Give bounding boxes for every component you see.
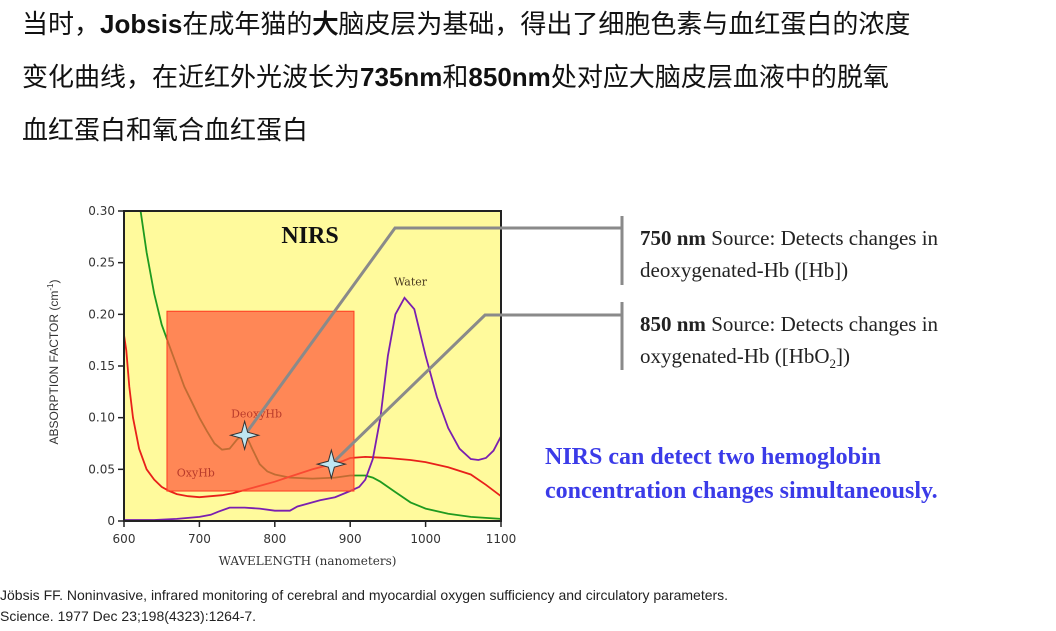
note-850-wavelength: 850 nm <box>640 312 706 336</box>
summary-line-2: concentration changes simultaneously. <box>545 478 938 504</box>
heading-line-2: 变化曲线，在近红外光波长为735nm和850nm处对应大脑皮层血液中的脱氧 <box>22 55 1056 108</box>
y-tick-label: 0.05 <box>88 462 115 476</box>
citation-line-1: Jöbsis FF. Noninvasive, infrared monitor… <box>0 587 729 603</box>
x-tick-label: 600 <box>113 532 136 546</box>
chart-title: NIRS <box>281 223 338 249</box>
heading-segment: 大 <box>312 9 339 39</box>
note-850-line2: oxygenated-Hb ([HbO <box>640 344 830 368</box>
y-tick-label: 0 <box>107 514 115 528</box>
connector-850nm <box>330 313 622 466</box>
series-line-water <box>124 296 501 521</box>
heading-segment: 在成年猫的 <box>182 9 313 39</box>
series-label-oxyhb: OxyHb <box>177 467 215 480</box>
star-marker-icon <box>315 448 348 481</box>
note-850-sub: 2 <box>829 356 837 372</box>
citation-line-2: Science. 1977 Dec 23;198(4323):1264-7. <box>0 608 257 624</box>
note-850nm: 850 nm Source: Detects changes in oxygen… <box>640 308 938 380</box>
heading-segment: 735nm <box>360 62 443 92</box>
heading-segment: 850nm <box>468 62 551 92</box>
note-750nm: 750 nm Source: Detects changes in deoxyg… <box>640 222 938 286</box>
star-marker-icon <box>228 419 261 452</box>
note-750-wavelength: 750 nm <box>640 226 706 250</box>
nirs-summary: NIRS can detect two hemoglobin concentra… <box>545 440 938 508</box>
note-750-line2: deoxygenated-Hb ([Hb]) <box>640 258 849 282</box>
heading-segment: 变化曲线，在近红外光波长为 <box>22 62 361 92</box>
y-tick-label: 0.25 <box>88 256 115 270</box>
heading-line-1: 当时，Jobsis在成年猫的大脑皮层为基础，得出了细胞色素与血红蛋白的浓度 <box>22 2 1056 55</box>
heading-segment: 处对应大脑皮层血液中的脱氧 <box>550 62 889 92</box>
y-tick-label: 0.20 <box>88 307 115 321</box>
highlight-region <box>166 310 355 492</box>
note-850-line2-end: ]) <box>836 344 851 368</box>
connector-750nm <box>243 226 622 437</box>
x-tick-label: 700 <box>188 532 211 546</box>
y-tick-label: 0.30 <box>88 204 115 218</box>
note-850-text: Source: Detects changes in <box>705 312 939 336</box>
heading-segment: 当时， <box>22 9 101 39</box>
series-label-water: Water <box>394 275 428 288</box>
note-750-text: Source: Detects changes in <box>705 226 939 250</box>
y-tick-label: 0.10 <box>88 411 115 425</box>
x-tick-label: 800 <box>263 532 286 546</box>
citation: Jöbsis FF. Noninvasive, infrared monitor… <box>0 585 728 627</box>
x-tick-label: 1100 <box>486 532 517 546</box>
heading-segment: 血红蛋白和氧合血红蛋白 <box>22 115 309 145</box>
y-axis-label-end: ) <box>47 280 61 284</box>
x-tick-label: 1000 <box>410 532 441 546</box>
summary-line-1: NIRS can detect two hemoglobin <box>545 444 881 470</box>
y-tick-label: 0.15 <box>88 359 115 373</box>
x-tick-label: 900 <box>339 532 362 546</box>
heading-segment: 脑皮层为基础，得出了细胞色素与血红蛋白的浓度 <box>338 9 911 39</box>
series-label-deoxyhb: DeoxyHb <box>231 408 282 421</box>
y-axis-label: ABSORPTION FACTOR (cm-1) <box>46 280 61 445</box>
heading-segment: Jobsis <box>100 9 183 39</box>
heading-segment: 和 <box>442 62 469 92</box>
slide-heading: 当时，Jobsis在成年猫的大脑皮层为基础，得出了细胞色素与血红蛋白的浓度 变化曲… <box>22 2 1056 161</box>
x-axis-label: WAVELENGTH (nanometers) <box>219 554 397 568</box>
y-axis-label-sup: -1 <box>46 283 55 291</box>
heading-line-3: 血红蛋白和氧合血红蛋白 <box>22 108 1056 161</box>
